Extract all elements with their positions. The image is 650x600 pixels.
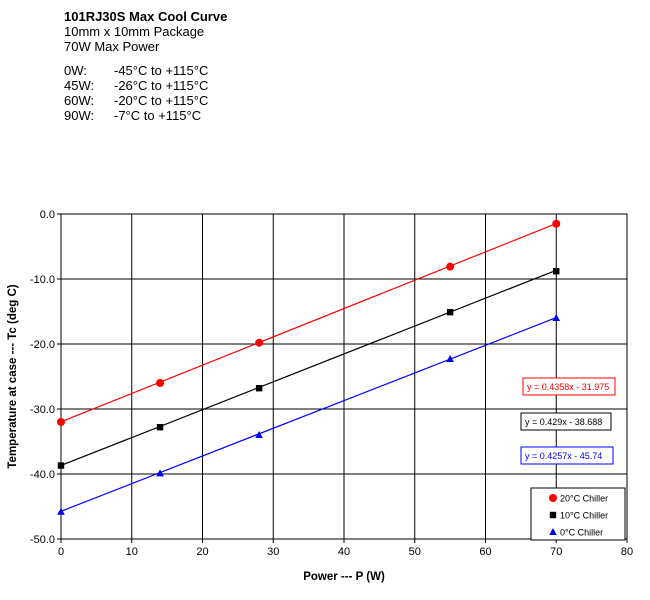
legend-marker: [549, 511, 557, 519]
tick-labels: 0 10 20 30 40 50 60 70 80 0.0 -10.0 -20.0 -30.0 -40.0…: [30, 209, 633, 558]
trendline-equation: y = 0.4257x - 45.74: [525, 451, 602, 461]
trendlines: [60, 222, 557, 512]
data-points: [57, 219, 561, 515]
data-point: [255, 338, 264, 347]
data-point: [255, 385, 263, 392]
y-axis-label: Temperature at case --- Tc (deg C): [7, 284, 19, 468]
x-tick-label: 40: [338, 546, 350, 558]
data-point: [255, 431, 263, 438]
trendline-equation-box: [520, 412, 612, 431]
trendline-equation: y = 0.429x - 38.688: [525, 417, 602, 427]
legend-marker: [549, 494, 557, 502]
trendline-equation-box: [522, 377, 616, 396]
legend-label: 20°C Chiller: [560, 494, 608, 504]
trendline-equations: y = 0.4358x - 31.975 y = 0.429x - 38.688 y…: [520, 377, 616, 465]
y-tick-label: -20.0: [30, 339, 55, 351]
x-tick-label: 10: [126, 546, 138, 558]
y-tick-label: -10.0: [30, 274, 55, 286]
spec-row: 45W: -26°C to +115°C: [64, 78, 227, 93]
spec-range: -26°C to +115°C: [114, 78, 209, 93]
trendline-equation: y = 0.4358x - 31.975: [527, 382, 609, 392]
spec-range: -20°C to +115°C: [114, 93, 209, 108]
x-tick-label: 30: [267, 546, 279, 558]
data-point: [57, 462, 65, 469]
x-tick-label: 20: [196, 546, 208, 558]
data-point: [552, 219, 561, 228]
spec-power: 60W:: [64, 93, 95, 108]
trendline: [60, 317, 557, 512]
legend-label: 10°C Chiller: [560, 511, 608, 521]
spec-range: -45°C to +115°C: [114, 63, 209, 78]
package-text: 10mm x 10mm Package: [64, 24, 205, 39]
chart-title: 101RJ30S Max Cool Curve: [64, 9, 228, 24]
y-tick-label: -50.0: [30, 534, 55, 546]
spec-power: 90W:: [64, 108, 95, 123]
spec-power: 0W:: [64, 63, 87, 78]
x-tick-label: 80: [621, 546, 633, 558]
data-point: [156, 469, 164, 477]
legend-box: [530, 487, 626, 541]
x-tick-label: 0: [58, 546, 64, 558]
spec-range: -7°C to +115°C: [114, 108, 202, 123]
spec-row: 60W: -20°C to +115°C: [64, 93, 227, 108]
data-point: [552, 314, 561, 321]
legend: 20°C Chiller 10°C Chiller 0°C Chiller: [530, 487, 626, 541]
x-tick-label: 60: [479, 546, 491, 558]
data-point: [446, 308, 454, 316]
data-point: [446, 354, 454, 362]
y-tick-label: -40.0: [30, 469, 55, 481]
data-point: [553, 268, 560, 275]
data-point: [57, 418, 65, 426]
data-point: [156, 424, 164, 431]
max-power-text: 70W Max Power: [64, 39, 160, 54]
x-tick-label: 70: [550, 546, 562, 558]
legend-marker: [549, 528, 557, 535]
y-tick-label: 0.0: [40, 209, 55, 221]
spec-row: 0W: -45°C to +115°C: [64, 63, 227, 78]
spec-row: 90W: -7°C to +115°C: [64, 108, 227, 123]
trendline: [60, 269, 557, 467]
data-point: [156, 379, 165, 387]
chart-header: 101RJ30S Max Cool Curve 10mm x 10mm Pack…: [64, 9, 227, 123]
data-point: [57, 507, 65, 515]
legend-label: 0°C Chiller: [560, 528, 603, 538]
trendline-equation-box: [520, 446, 614, 465]
y-tick-label: -30.0: [30, 404, 55, 416]
x-axis-label: Power --- P (W): [303, 571, 385, 583]
trendline: [60, 222, 557, 423]
x-tick-label: 50: [409, 546, 421, 558]
spec-power: 45W:: [64, 78, 95, 93]
data-point: [446, 262, 455, 271]
